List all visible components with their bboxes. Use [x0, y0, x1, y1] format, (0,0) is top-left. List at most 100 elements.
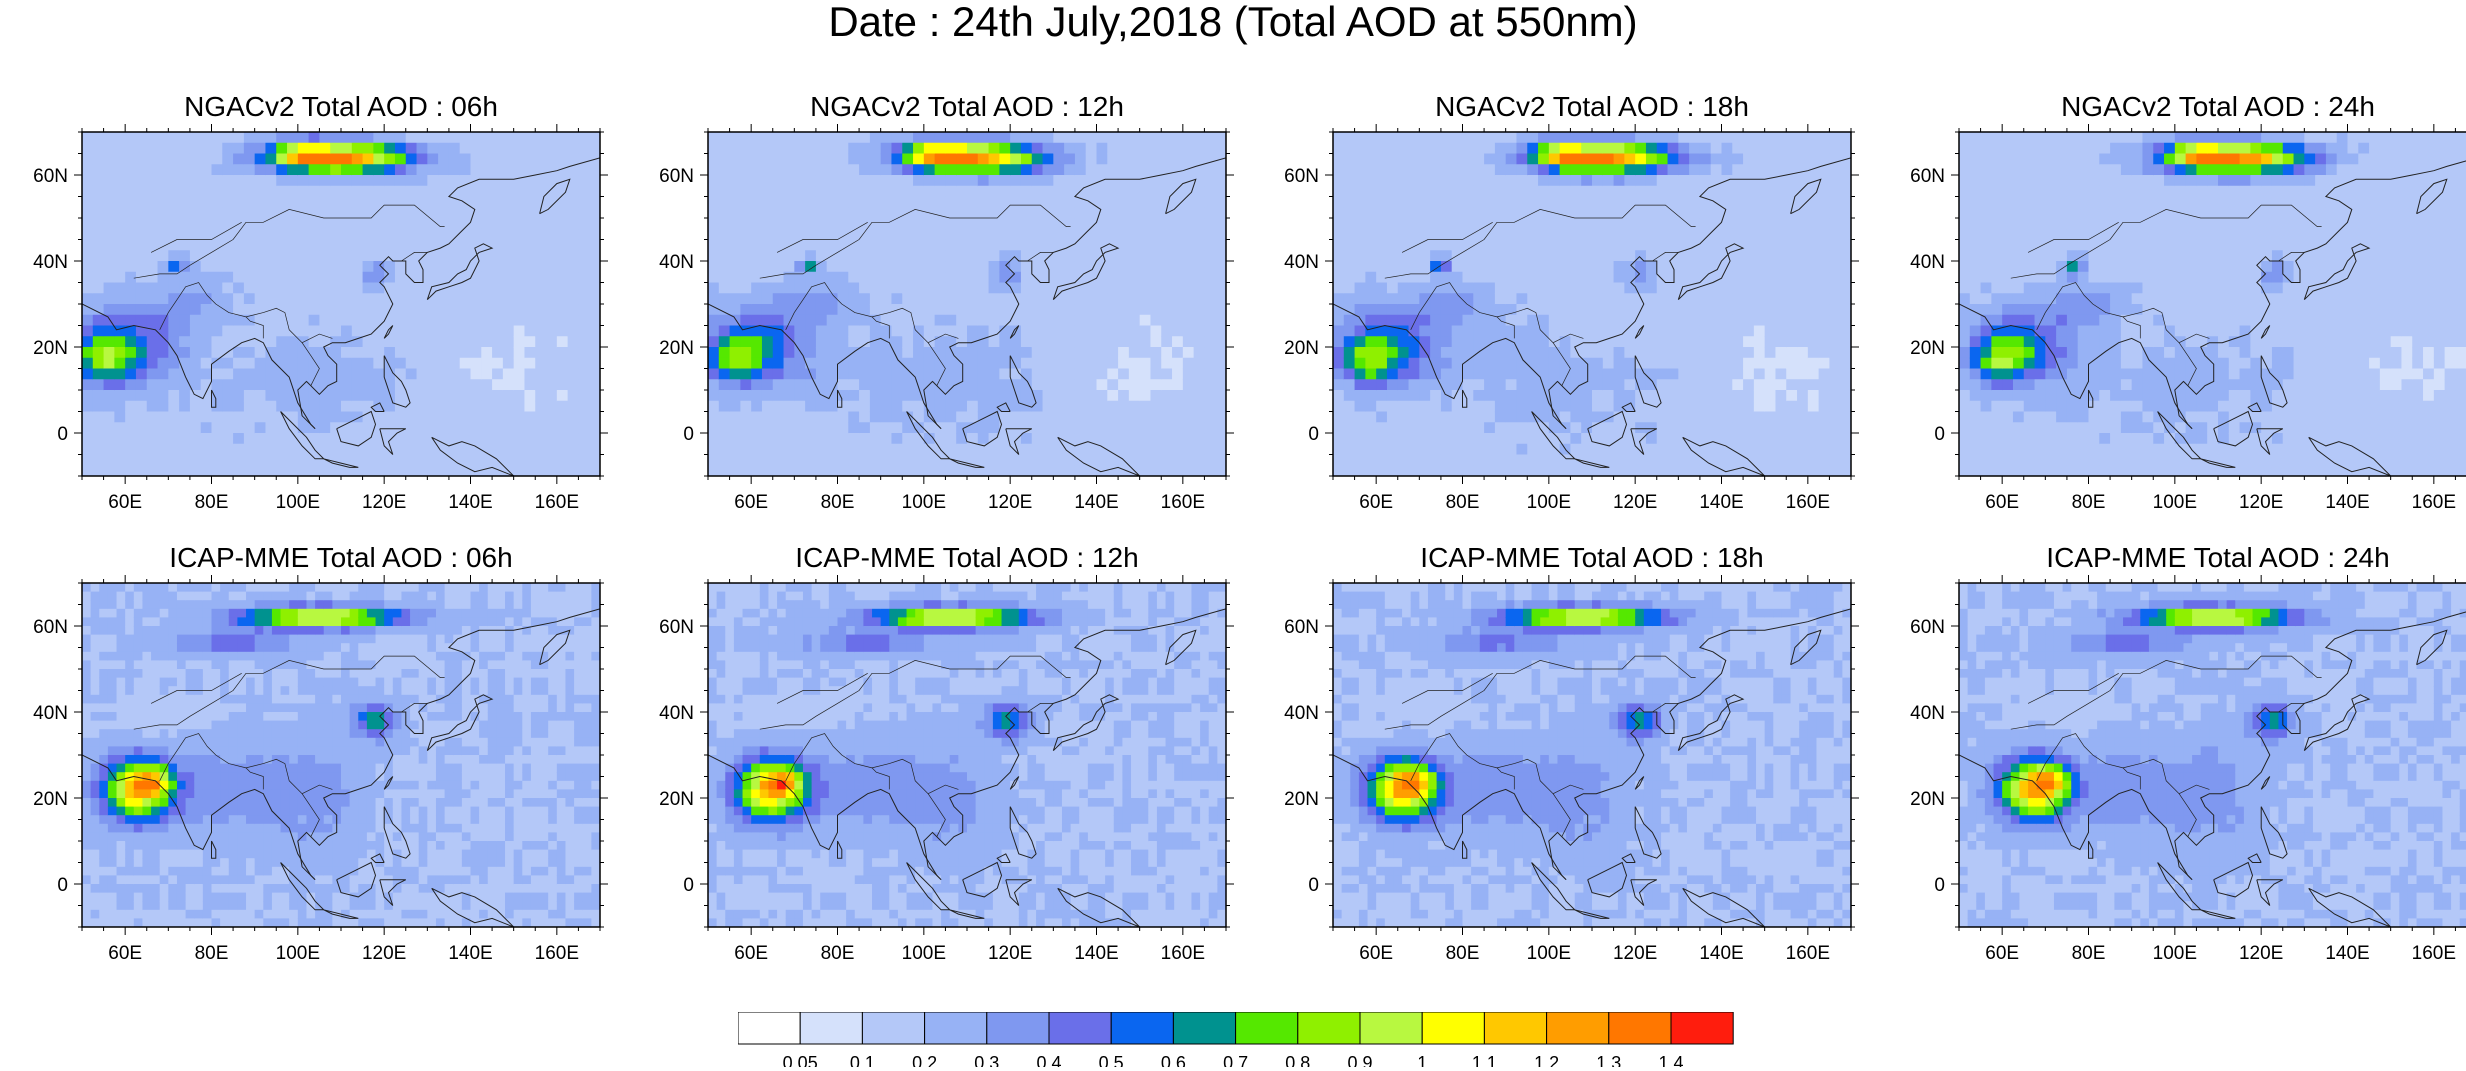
aod-cell [988, 293, 1000, 305]
lon-tick-label: 140E [448, 492, 492, 513]
aod-cell [1074, 347, 1086, 359]
aod-cell [1635, 347, 1647, 359]
aod-cell [1667, 368, 1679, 380]
aod-cell [1958, 304, 1970, 316]
aod-cell [718, 164, 730, 176]
aod-cell [1203, 293, 1216, 305]
aod-cell [1009, 465, 1022, 476]
aod-cell [1656, 368, 1669, 380]
aod-cell [804, 142, 817, 155]
aod-cell [524, 261, 536, 273]
aod-cell [1009, 411, 1022, 423]
aod-cell [330, 368, 342, 380]
aod-cell [567, 164, 580, 176]
aod-cell [1732, 164, 1744, 176]
aod-cell [858, 422, 870, 434]
aod-cell [1786, 175, 1798, 187]
aod-cell [1516, 411, 1528, 423]
aod-cell [1160, 347, 1173, 359]
aod-cell [1096, 357, 1108, 370]
aod-cell [858, 153, 870, 165]
aod-cell [1516, 164, 1528, 176]
aod-cell [1958, 390, 1970, 402]
aod-cell [513, 465, 526, 476]
aod-cell [1009, 433, 1022, 445]
aod-cell [578, 422, 590, 434]
aod-cell [179, 164, 191, 176]
aod-cell [243, 282, 256, 294]
aod-cell [1753, 250, 1766, 262]
aod-cell [826, 314, 838, 327]
aod-cell [373, 379, 385, 391]
aod-cell [1333, 207, 1345, 219]
aod-cell [1743, 250, 1755, 262]
aod-cell [438, 261, 450, 273]
aod-cell [222, 250, 234, 262]
aod-cell [416, 250, 428, 262]
aod-cell [1581, 261, 1593, 273]
aod-cell [1581, 228, 1593, 241]
aod-cell [1829, 347, 1841, 359]
aod-cell [319, 454, 331, 466]
aod-cell [341, 250, 353, 262]
aod-cell [1074, 465, 1086, 476]
aod-cell [1419, 261, 1431, 273]
aod-cell [394, 454, 407, 466]
aod-cell [416, 293, 428, 305]
aod-cell [1171, 185, 1183, 198]
aod-cell [1203, 422, 1216, 434]
aod-cell [718, 379, 730, 391]
aod-cell [416, 207, 428, 219]
aod-cell [1786, 153, 1798, 165]
aod-cell [459, 207, 472, 219]
aod-cell [1343, 304, 1356, 316]
aod-cell [944, 465, 957, 476]
aod-cell [1085, 422, 1097, 434]
aod-cell [837, 250, 849, 262]
aod-cell [1214, 314, 1226, 327]
aod-cell [135, 228, 148, 241]
aod-cell [988, 347, 1000, 359]
aod-cell [1128, 454, 1140, 466]
aod-cell [1333, 196, 1345, 208]
aod-cell [1689, 325, 1701, 337]
aod-cell [1376, 400, 1388, 413]
aod-cell [793, 454, 806, 466]
aod-cell [1052, 153, 1065, 165]
aod-cell [1354, 153, 1366, 165]
aod-cell [1732, 357, 1744, 370]
aod-cell [1397, 175, 1410, 187]
aod-cell [1516, 347, 1528, 359]
aod-cell [1419, 207, 1431, 219]
aod-cell [1386, 293, 1399, 305]
aod-cell [934, 185, 946, 198]
aod-cell [966, 185, 978, 198]
aod-cell [815, 465, 827, 476]
aod-cell [1548, 368, 1561, 380]
aod-cell [729, 400, 741, 413]
aod-cell [524, 271, 536, 284]
aod-cell [1764, 142, 1777, 155]
aod-cell [1538, 271, 1550, 284]
aod-cell [1807, 347, 1820, 359]
aod-field [1333, 132, 1851, 476]
aod-cell [330, 314, 342, 327]
aod-cell [92, 314, 105, 327]
aod-cell [1009, 250, 1022, 262]
aod-cell [1031, 282, 1043, 294]
aod-cell [1527, 164, 1539, 176]
aod-cell [459, 132, 472, 144]
aod-cell [739, 218, 752, 230]
aod-cell [966, 271, 978, 284]
aod-cell [1699, 132, 1712, 144]
aod-cell [556, 357, 569, 370]
aod-cell [146, 293, 159, 305]
aod-cell [341, 132, 353, 144]
aod-cell [394, 153, 407, 165]
aod-cell [1494, 422, 1507, 434]
aod-cell [890, 293, 903, 305]
aod-cell [556, 368, 569, 380]
aod-cell [1333, 153, 1345, 165]
aod-cell [459, 261, 472, 273]
aod-cell [276, 454, 288, 466]
